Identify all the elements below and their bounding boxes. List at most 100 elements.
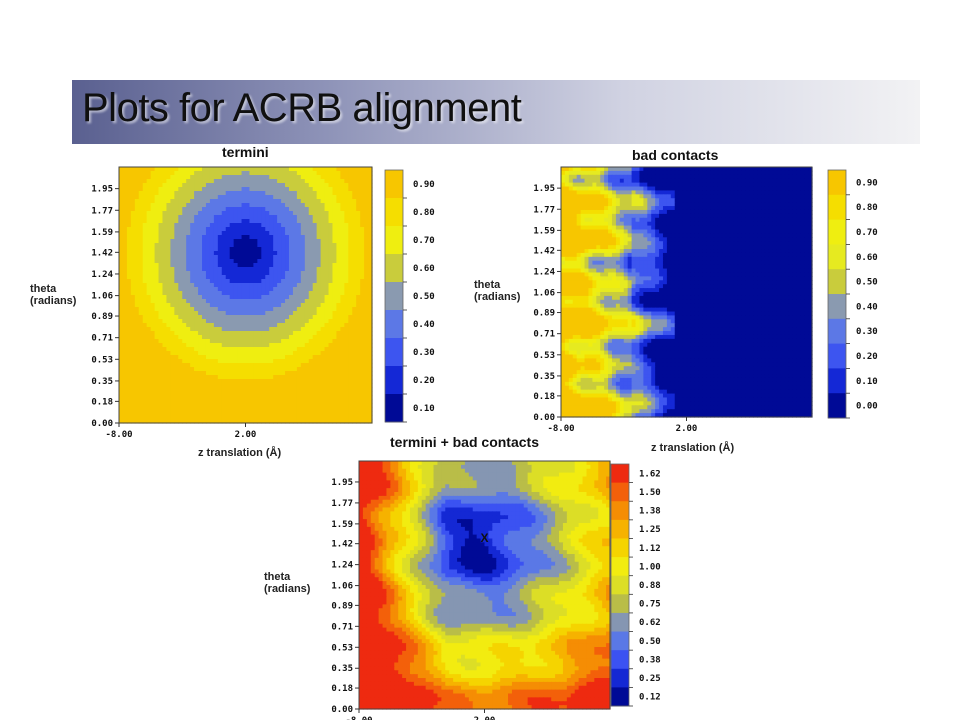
y-tick-label: 1.95 [331, 478, 353, 488]
y-tick-label: 0.53 [533, 351, 555, 361]
colorbar-swatch [828, 219, 846, 245]
y-tick-label: 0.35 [533, 372, 555, 382]
colorbar-swatch [385, 394, 403, 423]
colorbar-frame [610, 463, 630, 707]
plot-title-termini: termini [222, 144, 269, 160]
chart-termini: 0.00 0.18 0.35 0.53 0.71 0.89 1.06 1.24 1.42 1.59… [91, 166, 435, 440]
minimum-marker: X [480, 531, 488, 545]
y-tick-label: 0.71 [331, 622, 353, 632]
x-tick-label: 2.00 [676, 424, 698, 434]
y-tick-label: 1.06 [533, 289, 555, 299]
colorbar-swatch [385, 254, 403, 283]
colorbar-swatch [828, 244, 846, 270]
colorbar-swatch [385, 310, 403, 339]
colorbar-label: 0.10 [413, 404, 435, 414]
y-tick-label: 0.35 [91, 377, 113, 387]
colorbar-label: 0.80 [856, 203, 878, 213]
colorbar-label: 0.30 [413, 348, 435, 358]
y-tick-label: 0.00 [91, 419, 113, 429]
x-tick-label: 2.00 [474, 716, 496, 720]
page-title: Plots for ACRB alignment [82, 86, 522, 130]
y-tick-label: 1.24 [331, 561, 353, 571]
colorbar-label: 0.50 [413, 292, 435, 302]
colorbar-swatch [611, 482, 629, 502]
colorbar-swatch [611, 612, 629, 633]
colorbar-swatch [611, 650, 629, 670]
colorbar-swatch [611, 519, 629, 539]
colorbar-swatch [828, 393, 846, 419]
colorbar-label: 0.20 [413, 376, 435, 386]
colorbar-swatch [385, 338, 403, 367]
colorbar-swatch [611, 687, 629, 707]
colorbar-swatch [828, 343, 846, 369]
colorbar-label: 1.50 [639, 488, 661, 498]
ylabel-bad-contacts: theta (radians) [474, 279, 521, 303]
colorbar-label: 0.50 [856, 278, 878, 288]
colorbar-label: 0.10 [856, 377, 878, 387]
y-tick-label: 0.89 [91, 312, 113, 322]
colorbar-label: 0.30 [856, 327, 878, 337]
y-tick-label: 0.00 [331, 705, 353, 715]
colorbar-swatch [828, 194, 846, 221]
y-tick-label: 1.59 [533, 226, 555, 236]
y-tick-label: 0.00 [533, 413, 555, 423]
colorbar-label: 0.80 [413, 208, 435, 218]
colorbar: 0.90 0.80 0.70 0.60 0.50 0.40 0.30 0.20 0.10 0.00 [827, 169, 878, 419]
y-tick-label: 0.53 [91, 355, 113, 365]
y-tick-label: 0.18 [331, 684, 353, 694]
y-tick-label: 1.42 [331, 540, 353, 550]
colorbar: 1.62 1.50 1.38 1.25 1.12 1.00 0.88 0.75 0.62 0.50… [610, 463, 661, 707]
y-tick-label: 1.59 [91, 228, 113, 238]
colorbar-swatch [611, 538, 629, 558]
heatmap-field [119, 167, 373, 424]
colorbar-swatch [611, 668, 629, 688]
colorbar-label: 1.12 [639, 544, 661, 554]
colorbar-label: 0.50 [639, 637, 661, 647]
y-tick-label: 1.06 [331, 582, 353, 592]
colorbar-swatch [828, 368, 846, 394]
colorbar-frame [384, 169, 404, 423]
colorbar-swatch [611, 594, 629, 614]
y-tick-label: 1.24 [91, 270, 113, 280]
y-tick-label: 1.77 [331, 499, 353, 509]
colorbar-swatch [385, 198, 403, 227]
colorbar-swatch [385, 170, 403, 199]
y-tick-label: 1.77 [533, 205, 555, 215]
colorbar-label: 0.60 [413, 264, 435, 274]
colorbar-label: 0.25 [639, 674, 661, 684]
colorbar-label: 0.70 [856, 228, 878, 238]
colorbar-label: 1.62 [639, 469, 661, 479]
colorbar-label: 1.38 [639, 507, 661, 517]
colorbar-label: 0.38 [639, 655, 661, 665]
colorbar-swatch [385, 366, 403, 395]
colorbar-swatch [611, 557, 629, 577]
y-tick-label: 0.89 [331, 601, 353, 611]
colorbar-label: 0.12 [639, 693, 661, 703]
xlabel-termini: z translation (Å) [198, 447, 282, 459]
colorbar-label: 1.25 [639, 525, 661, 535]
x-tick-label: 2.00 [235, 430, 257, 440]
colorbar-swatch [611, 575, 629, 595]
colorbar-swatch [828, 294, 846, 320]
y-tick-label: 1.77 [91, 206, 113, 216]
colorbar-label: 0.90 [856, 178, 878, 188]
x-tick-label: -8.00 [547, 424, 574, 434]
chart-bad-contacts: 0.00 0.18 0.35 0.53 0.71 0.89 1.06 1.24 1.42 1.59… [533, 166, 878, 434]
colorbar-swatch [611, 501, 629, 521]
plot-title-combined: termini + bad contacts [390, 434, 539, 450]
colorbar-swatch [828, 318, 846, 345]
colorbar-label: 0.90 [413, 180, 435, 190]
colorbar-label: 0.00 [856, 402, 878, 412]
x-tick-label: -8.00 [345, 716, 372, 720]
colorbar-label: 0.40 [413, 320, 435, 330]
colorbar-label: 0.70 [413, 236, 435, 246]
colorbar-label: 0.20 [856, 352, 878, 362]
y-tick-label: 1.24 [533, 267, 555, 277]
y-tick-label: 0.71 [91, 334, 113, 344]
y-tick-label: 0.35 [331, 664, 353, 674]
colorbar-label: 0.62 [639, 618, 661, 628]
ylabel-termini: theta (radians) [30, 283, 77, 307]
y-tick-label: 0.18 [533, 392, 555, 402]
xlabel-bad-contacts: z translation (Å) [651, 442, 735, 454]
colorbar-swatch [611, 631, 629, 651]
